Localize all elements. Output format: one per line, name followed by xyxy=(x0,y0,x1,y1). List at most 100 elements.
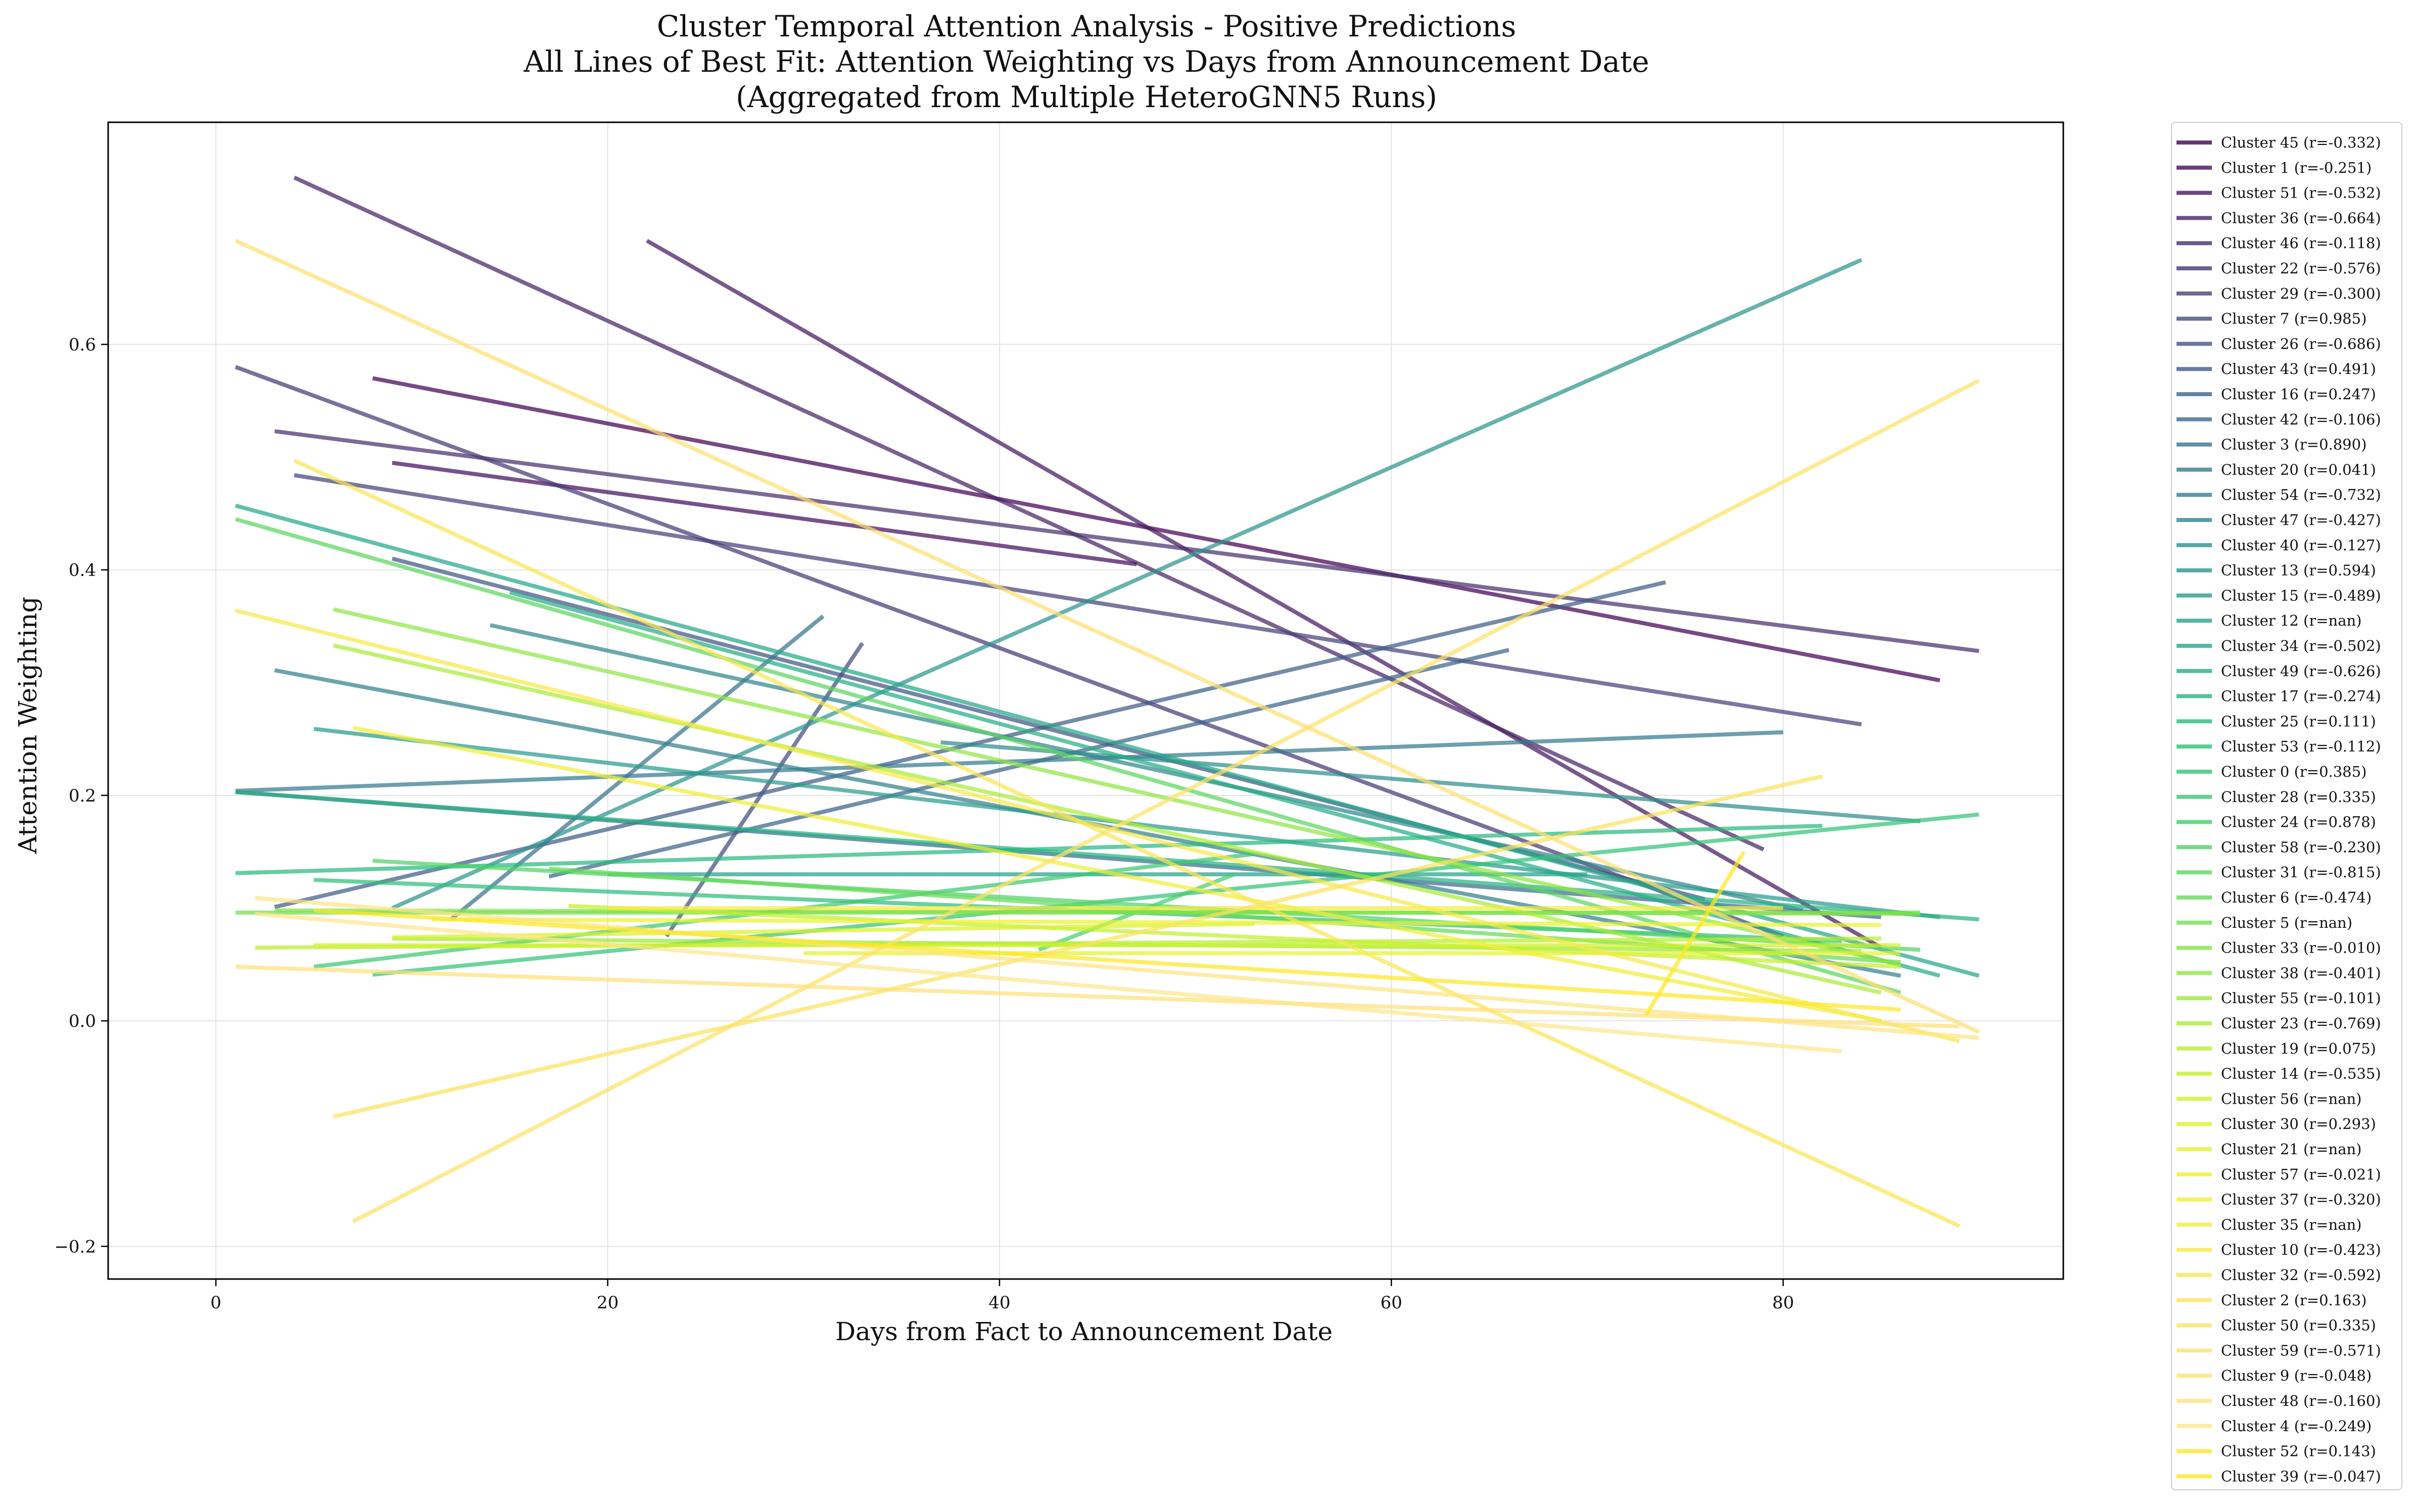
legend-entry-label: Cluster 52 (r=0.143) xyxy=(2221,1443,2376,1460)
series-line xyxy=(255,895,1979,1040)
legend-entry-label: Cluster 10 (r=-0.423) xyxy=(2221,1241,2381,1258)
legend-entry-label: Cluster 31 (r=-0.815) xyxy=(2221,864,2381,881)
series-line xyxy=(352,726,1882,1023)
legend-entry-label: Cluster 39 (r=-0.047) xyxy=(2221,1468,2381,1485)
legend-entry-label: Cluster 32 (r=-0.592) xyxy=(2221,1266,2381,1284)
legend-entry-label: Cluster 7 (r=0.985) xyxy=(2221,310,2366,327)
x-tick-label: 0 xyxy=(210,1293,221,1313)
plot-frame xyxy=(107,121,2064,1280)
x-tick-label: 60 xyxy=(1381,1293,1402,1313)
series-line xyxy=(568,904,1901,969)
legend-entry-label: Cluster 55 (r=-0.101) xyxy=(2221,989,2381,1007)
legend-entry-label: Cluster 51 (r=-0.532) xyxy=(2221,184,2381,202)
legend-entry-label: Cluster 58 (r=-0.230) xyxy=(2221,838,2381,856)
x-tick-label: 80 xyxy=(1772,1293,1794,1313)
legend-entry-label: Cluster 40 (r=-0.127) xyxy=(2221,537,2381,554)
legend-entry-label: Cluster 2 (r=0.163) xyxy=(2221,1292,2366,1309)
series-line xyxy=(293,458,1961,1228)
legend-entry-label: Cluster 24 (r=0.878) xyxy=(2221,814,2376,831)
legend-entry-label: Cluster 13 (r=0.594) xyxy=(2221,562,2376,579)
legend-entry-label: Cluster 5 (r=nan) xyxy=(2221,914,2352,931)
legend-entry-label: Cluster 21 (r=nan) xyxy=(2221,1141,2361,1158)
series-line xyxy=(490,623,1804,913)
series-line xyxy=(294,473,1862,727)
legend-entry-label: Cluster 53 (r=-0.112) xyxy=(2221,738,2381,755)
series-line xyxy=(392,460,1137,566)
legend-entry-label: Cluster 45 (r=-0.332) xyxy=(2221,134,2381,151)
legend-entry-label: Cluster 59 (r=-0.571) xyxy=(2221,1342,2381,1359)
x-axis-label: Days from Fact to Announcement Date xyxy=(835,1317,1333,1346)
series-line xyxy=(548,648,1509,879)
legend-entry-label: Cluster 28 (r=0.335) xyxy=(2221,788,2376,806)
legend-entry-label: Cluster 42 (r=-0.106) xyxy=(2221,411,2381,428)
legend-entry-label: Cluster 47 (r=-0.427) xyxy=(2221,511,2381,529)
legend-entry-label: Cluster 29 (r=-0.300) xyxy=(2221,285,2381,302)
legend-entry-label: Cluster 50 (r=0.335) xyxy=(2221,1317,2376,1334)
plot-lines xyxy=(234,175,1980,1228)
legend-entry-label: Cluster 36 (r=-0.664) xyxy=(2221,209,2381,226)
series-line xyxy=(352,379,1980,1223)
legend-entry-label: Cluster 37 (r=-0.320) xyxy=(2221,1191,2381,1208)
legend-entry-label: Cluster 56 (r=nan) xyxy=(2221,1090,2361,1107)
series-line xyxy=(234,239,1980,1034)
legend-frame xyxy=(2171,122,2402,1490)
series-line xyxy=(665,642,864,938)
series-line xyxy=(313,908,1901,1012)
legend-entry-label: Cluster 20 (r=0.041) xyxy=(2221,461,2376,478)
legend-entry-label: Cluster 30 (r=0.293) xyxy=(2221,1115,2376,1132)
series-line xyxy=(274,908,1921,916)
y-tick-label: 0.4 xyxy=(69,560,96,581)
legend-entry-label: Cluster 38 (r=-0.401) xyxy=(2221,964,2381,981)
series-line xyxy=(235,824,1823,875)
legend-entry-label: Cluster 19 (r=0.075) xyxy=(2221,1040,2376,1057)
legend-entry-label: Cluster 46 (r=-0.118) xyxy=(2221,234,2381,252)
legend-entry-label: Cluster 12 (r=nan) xyxy=(2221,612,2361,629)
legend-entry-label: Cluster 26 (r=-0.686) xyxy=(2221,335,2381,352)
chart-title-line-3: (Aggregated from Multiple HeteroGNN5 Run… xyxy=(736,80,1437,114)
legend-entry-label: Cluster 57 (r=-0.021) xyxy=(2221,1166,2381,1183)
legend-entry-label: Cluster 35 (r=nan) xyxy=(2221,1216,2361,1233)
series-line xyxy=(333,643,1882,995)
x-axis-ticks: 0 20 40 60 80 xyxy=(210,1279,1794,1313)
series-line xyxy=(234,365,1784,938)
series-line xyxy=(333,774,1823,1119)
y-tick-label: 0.2 xyxy=(69,786,96,806)
legend-entry-label: Cluster 14 (r=-0.535) xyxy=(2221,1065,2381,1082)
series-line xyxy=(333,607,1902,967)
series-line xyxy=(372,376,1940,683)
series-line xyxy=(391,258,1863,910)
legend-entry-label: Cluster 6 (r=-0.474) xyxy=(2221,889,2372,906)
chart-title-line-1: Cluster Temporal Attention Analysis - Po… xyxy=(657,9,1517,43)
legend-entry-label: Cluster 33 (r=-0.010) xyxy=(2221,939,2381,957)
legend-entry-label: Cluster 54 (r=-0.732) xyxy=(2221,486,2381,503)
legend-entry-label: Cluster 34 (r=-0.502) xyxy=(2221,637,2381,654)
legend-entry-label: Cluster 3 (r=0.890) xyxy=(2221,436,2366,453)
y-tick-label: −0.2 xyxy=(54,1237,96,1257)
series-line xyxy=(1644,850,1746,1016)
series-line xyxy=(235,965,1960,1029)
legend-entry-label: Cluster 25 (r=0.111) xyxy=(2221,713,2376,730)
legend-entry-label: Cluster 17 (r=-0.274) xyxy=(2221,688,2381,705)
series-line xyxy=(431,917,1881,927)
series-line xyxy=(255,912,1842,1054)
legend-entry-label: Cluster 9 (r=-0.048) xyxy=(2221,1367,2372,1384)
legend-entry-label: Cluster 23 (r=-0.769) xyxy=(2221,1015,2381,1032)
series-line xyxy=(274,429,1979,653)
y-tick-label: 0.6 xyxy=(69,335,96,355)
legend-entry-label: Cluster 4 (r=-0.249) xyxy=(2221,1418,2372,1435)
chart-title: Cluster Temporal Attention Analysis - Po… xyxy=(523,9,1649,114)
legend-entry-label: Cluster 0 (r=0.385) xyxy=(2221,763,2366,780)
y-axis-ticks: −0.2 0.0 0.2 0.4 0.6 xyxy=(54,335,108,1257)
legend-entry-label: Cluster 15 (r=-0.489) xyxy=(2221,587,2381,604)
x-tick-label: 40 xyxy=(988,1293,1010,1313)
legend-entry-label: Cluster 43 (r=0.491) xyxy=(2221,360,2376,377)
legend-entry-label: Cluster 49 (r=-0.626) xyxy=(2221,663,2381,680)
legend-entry-label: Cluster 48 (r=-0.160) xyxy=(2221,1392,2381,1409)
y-axis-label: Attention Weighting xyxy=(13,597,42,855)
legend-entry-label: Cluster 22 (r=-0.576) xyxy=(2221,260,2381,277)
x-tick-label: 20 xyxy=(597,1293,619,1313)
chart-title-line-2: All Lines of Best Fit: Attention Weighti… xyxy=(523,44,1649,79)
legend: Cluster 45 (r=-0.332) Cluster 1 (r=-0.251… xyxy=(2171,122,2402,1490)
legend-entry-label: Cluster 16 (r=0.247) xyxy=(2221,386,2376,403)
